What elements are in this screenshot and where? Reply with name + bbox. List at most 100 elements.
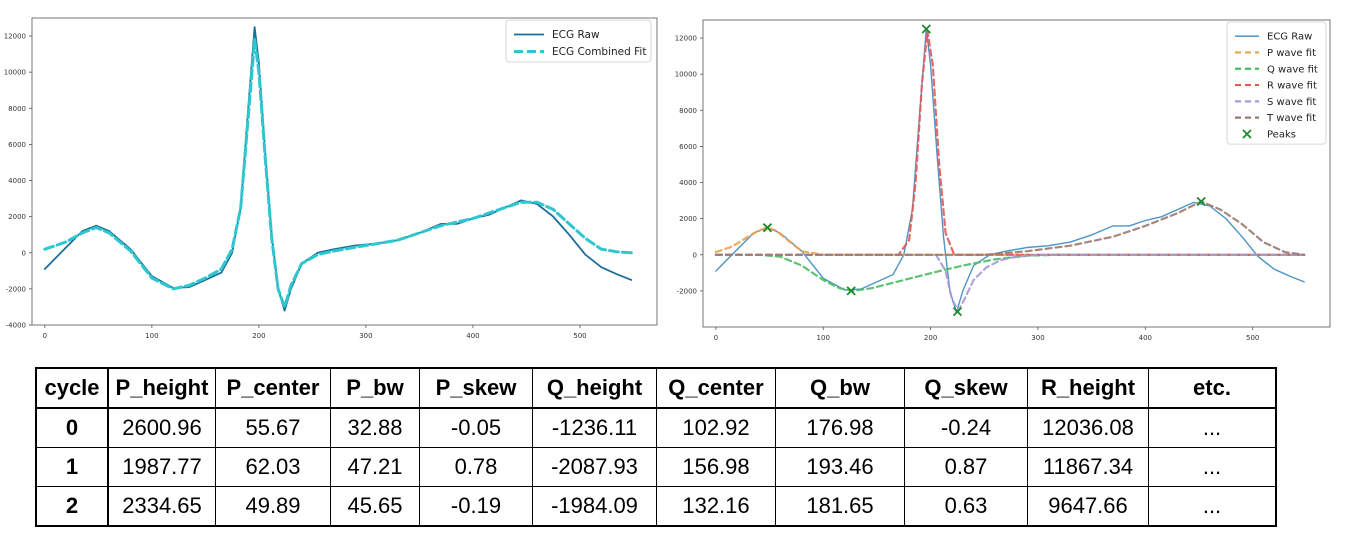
table-cell: 2 <box>35 486 109 527</box>
x-tick-label: 0 <box>43 332 47 340</box>
column-header: P_skew <box>419 367 533 409</box>
table-cell: -0.19 <box>419 486 533 527</box>
legend-swatch <box>1242 129 1252 139</box>
legend-box <box>1226 21 1327 145</box>
series-line <box>714 226 1306 256</box>
peak-marker <box>921 24 931 34</box>
x-tick-label: 400 <box>1139 334 1152 342</box>
y-tick-label: 0 <box>693 251 697 259</box>
x-tick-label: 500 <box>1246 334 1259 342</box>
table-cell: 1 <box>35 447 109 487</box>
series-line <box>714 253 1306 292</box>
y-tick-label: 10000 <box>675 71 697 79</box>
column-header: Q_bw <box>775 367 905 409</box>
table-cell: ... <box>1148 407 1277 448</box>
x-tick-label: 100 <box>145 332 158 340</box>
legend-label: S wave fit <box>1267 97 1316 108</box>
table-cell: 132.16 <box>656 486 776 527</box>
table-cell: 2334.65 <box>107 486 216 527</box>
series-line <box>43 38 633 309</box>
y-tick-label: 10000 <box>4 69 26 77</box>
column-header: P_center <box>215 367 331 409</box>
table-cell: 11867.34 <box>1027 447 1149 487</box>
y-tick-label: 0 <box>22 249 26 257</box>
table-cell: 176.98 <box>775 407 905 448</box>
x-tick-label: 300 <box>359 332 372 340</box>
x-tick-label: 500 <box>573 332 586 340</box>
x-tick-label: 100 <box>817 334 830 342</box>
column-header: etc. <box>1148 367 1277 409</box>
table-cell: 0.78 <box>419 447 533 487</box>
legend-label: ECG Raw <box>1267 32 1312 43</box>
peak-marker <box>1196 196 1206 207</box>
y-tick-label: 6000 <box>679 143 697 151</box>
table-cell: -0.05 <box>419 407 533 448</box>
table-cell: 0.63 <box>904 486 1028 527</box>
legend-label: T wave fit <box>1266 113 1316 124</box>
peak-marker <box>952 307 963 317</box>
x-tick-label: 400 <box>466 332 479 340</box>
legend-label: P wave fit <box>1267 48 1316 59</box>
column-header: R_height <box>1027 367 1149 409</box>
x-tick-label: 0 <box>714 334 718 342</box>
table-cell: -0.24 <box>904 407 1028 448</box>
table-cell: 12036.08 <box>1027 407 1149 448</box>
table-cell: 45.65 <box>330 486 420 527</box>
x-tick-label: 200 <box>924 334 937 342</box>
y-tick-label: -4000 <box>6 322 26 330</box>
x-tick-label: 300 <box>1031 334 1044 342</box>
plot-frame <box>702 19 1331 328</box>
table-cell: ... <box>1148 486 1277 527</box>
table-header-row: cycle P_height P_center P_bw P_skew Q_he… <box>35 367 1277 409</box>
table-row: 1 1987.77 62.03 47.21 0.78 -2087.93 156.… <box>35 447 1277 487</box>
legend-label: R wave fit <box>1267 81 1317 92</box>
table-cell: 0.87 <box>904 447 1028 487</box>
series-line <box>714 253 1306 312</box>
column-header: cycle <box>35 367 109 409</box>
y-tick-label: -2000 <box>677 287 697 295</box>
table-cell: ... <box>1148 447 1277 487</box>
y-tick-label: 4000 <box>679 179 697 187</box>
ecg-combined-fit-chart: 0 100 200 300 400 500 -4000 -2000 0 2000 4000 6000 8… <box>4 17 658 340</box>
table-cell: 0 <box>35 407 109 448</box>
column-header: P_height <box>107 367 216 409</box>
table-cell: 193.46 <box>775 447 905 487</box>
column-header: P_bw <box>330 367 420 409</box>
y-tick-label: 8000 <box>8 105 26 113</box>
table-cell: 2600.96 <box>107 407 216 448</box>
legend-label: Peaks <box>1267 129 1296 140</box>
legend-label: Q wave fit <box>1267 64 1318 75</box>
wave-parameters-table: cycle P_height P_center P_bw P_skew Q_he… <box>35 367 1277 527</box>
y-tick-label: 2000 <box>8 213 26 221</box>
y-tick-label: 4000 <box>8 177 26 185</box>
y-tick-label: 6000 <box>8 141 26 149</box>
table-cell: 156.98 <box>656 447 776 487</box>
table-row: 2 2334.65 49.89 45.65 -0.19 -1984.09 132… <box>35 486 1277 527</box>
x-tick-label: 200 <box>252 332 265 340</box>
table-row: 0 2600.96 55.67 32.88 -0.05 -1236.11 102… <box>35 407 1277 448</box>
y-tick-label: -2000 <box>6 285 26 293</box>
column-header: Q_skew <box>904 367 1028 409</box>
plot-area <box>714 24 1306 317</box>
table-cell: -1236.11 <box>532 407 657 448</box>
peak-marker <box>762 223 773 233</box>
legend-label: ECG Combined Fit <box>552 46 646 58</box>
ecg-wave-components-chart: 0 100 200 300 400 500 -2000 0 2000 4000 6000 8000 10… <box>675 19 1331 342</box>
table-cell: -2087.93 <box>532 447 657 487</box>
y-tick-label: 2000 <box>679 215 697 223</box>
table-cell: 32.88 <box>330 407 420 448</box>
table-cell: 62.03 <box>215 447 331 487</box>
legend-label: ECG Raw <box>552 29 600 41</box>
column-header: Q_height <box>532 367 657 409</box>
y-tick-label: 12000 <box>4 33 26 41</box>
series-line <box>714 200 1306 256</box>
table-cell: 9647.66 <box>1027 486 1149 527</box>
plot-area <box>43 26 633 312</box>
peak-marker <box>846 286 856 296</box>
table-cell: 181.65 <box>775 486 905 527</box>
table-cell: 47.21 <box>330 447 420 487</box>
table-cell: 49.89 <box>215 486 331 527</box>
column-header: Q_center <box>656 367 776 409</box>
y-tick-label: 12000 <box>675 35 697 43</box>
plot-frame <box>31 17 658 326</box>
